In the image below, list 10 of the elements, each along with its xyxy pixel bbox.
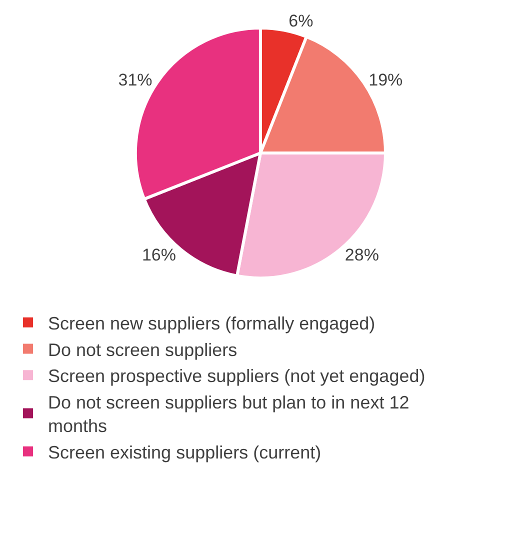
legend-label: Screen new suppliers (formally engaged) (48, 313, 376, 334)
legend-label: Screen prospective suppliers (not yet engaged) (48, 366, 426, 386)
legend-label: Do not screen suppliers but plan to in next 12 months (48, 392, 410, 436)
data-label: 16% (142, 246, 176, 265)
data-label: 19% (368, 70, 403, 90)
data-label: 31% (118, 70, 152, 90)
legend-label: Do not screen suppliers (48, 340, 238, 360)
data-label: 28% (344, 246, 379, 265)
legend-label: Screen existing suppliers (current) (48, 442, 322, 462)
data-label: 6% (288, 12, 314, 31)
